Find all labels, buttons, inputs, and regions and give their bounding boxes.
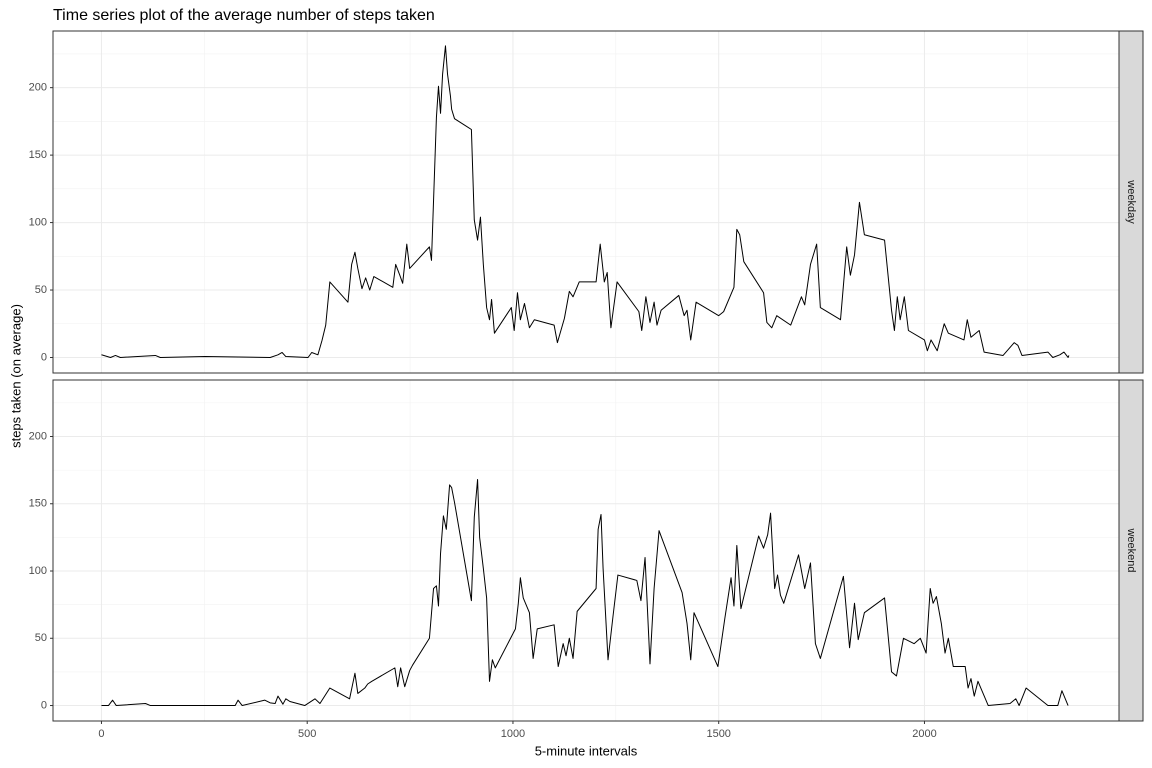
x-axis-title: 5-minute intervals xyxy=(535,743,638,758)
y-tick-label: 50 xyxy=(35,284,47,296)
y-tick-label: 50 xyxy=(35,632,47,644)
y-axis-title: steps taken (on average) xyxy=(8,304,23,448)
panel-background xyxy=(53,31,1119,373)
y-tick-label: 200 xyxy=(29,82,47,94)
y-tick-label: 100 xyxy=(29,216,47,228)
x-tick-label: 0 xyxy=(98,728,104,740)
y-tick-label: 150 xyxy=(29,149,47,161)
strip xyxy=(1118,379,1144,722)
x-tick-label: 1000 xyxy=(501,728,525,740)
data-line xyxy=(101,479,1069,707)
data-line xyxy=(101,45,1070,358)
strip-label: weekend xyxy=(1125,527,1137,572)
chart-title: Time series plot of the average number o… xyxy=(53,7,435,24)
y-tick-label: 150 xyxy=(29,498,47,510)
y-tick-label: 0 xyxy=(41,351,47,363)
strip-label: weekday xyxy=(1125,179,1137,224)
y-tick-label: 0 xyxy=(41,699,47,711)
x-tick-label: 2000 xyxy=(912,728,936,740)
panel-background xyxy=(53,380,1119,721)
y-tick-label: 100 xyxy=(29,565,47,577)
y-tick-label: 200 xyxy=(29,430,47,442)
x-tick-label: 500 xyxy=(298,728,316,740)
x-tick-label: 1500 xyxy=(706,728,730,740)
strip xyxy=(1118,30,1144,374)
